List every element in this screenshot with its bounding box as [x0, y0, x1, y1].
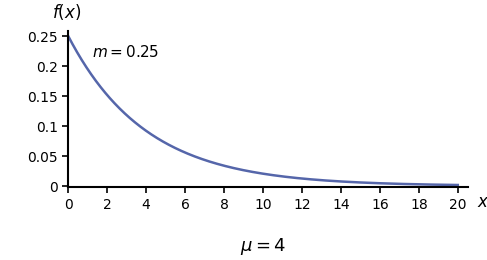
- Text: $m = 0.25$: $m = 0.25$: [92, 44, 159, 60]
- Y-axis label: $f(x)$: $f(x)$: [52, 2, 81, 22]
- Text: $\mu = 4$: $\mu = 4$: [240, 236, 286, 257]
- X-axis label: $x$: $x$: [477, 193, 487, 211]
